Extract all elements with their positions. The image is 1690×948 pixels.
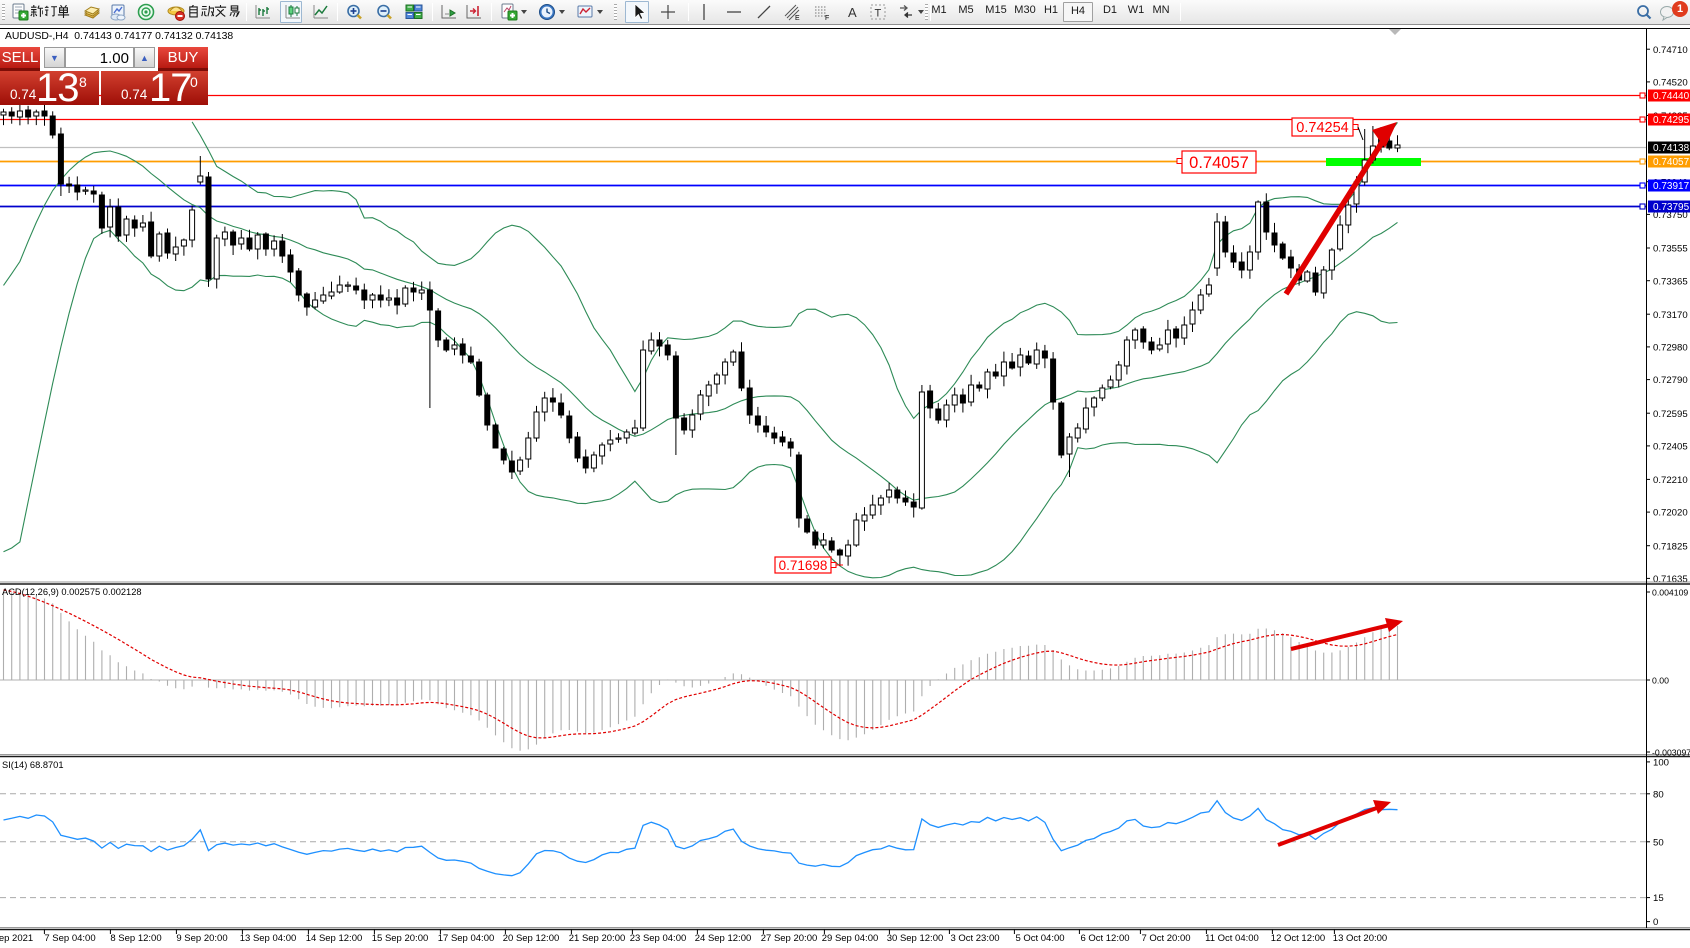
svg-text:50: 50: [1653, 837, 1664, 848]
svg-text:ep 2021: ep 2021: [0, 933, 33, 944]
svg-text:0.73555: 0.73555: [1653, 244, 1688, 255]
svg-text:80: 80: [1653, 789, 1664, 800]
svg-text:0.74057: 0.74057: [1189, 154, 1249, 172]
svg-text:0.71635: 0.71635: [1653, 574, 1688, 585]
svg-text:0.74254: 0.74254: [1296, 120, 1348, 136]
svg-text:0.72790: 0.72790: [1653, 375, 1688, 386]
svg-text:0.72980: 0.72980: [1653, 343, 1688, 354]
svg-text:23 Sep 04:00: 23 Sep 04:00: [630, 933, 687, 944]
svg-text:15 Sep 20:00: 15 Sep 20:00: [372, 933, 429, 944]
svg-text:13 Sep 04:00: 13 Sep 04:00: [240, 933, 297, 944]
svg-text:27 Sep 20:00: 27 Sep 20:00: [761, 933, 818, 944]
svg-text:5 Oct 04:00: 5 Oct 04:00: [1015, 933, 1064, 944]
svg-text:100: 100: [1653, 758, 1669, 769]
svg-text:0.74440: 0.74440: [1653, 91, 1690, 102]
svg-text:0.73917: 0.73917: [1653, 181, 1690, 192]
svg-text:7 Oct 20:00: 7 Oct 20:00: [1141, 933, 1190, 944]
svg-text:12 Oct 12:00: 12 Oct 12:00: [1271, 933, 1325, 944]
svg-text:14 Sep 12:00: 14 Sep 12:00: [306, 933, 363, 944]
svg-text:0.73365: 0.73365: [1653, 276, 1688, 287]
svg-text:6 Oct 12:00: 6 Oct 12:00: [1080, 933, 1129, 944]
svg-text:-0.003097: -0.003097: [1652, 747, 1690, 757]
svg-text:0.73750: 0.73750: [1653, 210, 1688, 221]
svg-text:0.72595: 0.72595: [1653, 409, 1688, 420]
svg-text:24 Sep 12:00: 24 Sep 12:00: [695, 933, 752, 944]
svg-text:ACD(12,26,9) 0.002575 0.002128: ACD(12,26,9) 0.002575 0.002128: [2, 587, 142, 597]
svg-text:T: T: [875, 8, 882, 20]
svg-text:0.72210: 0.72210: [1653, 475, 1688, 486]
svg-text:0: 0: [1653, 917, 1658, 928]
svg-text:0.004109: 0.004109: [1652, 587, 1688, 597]
svg-text:0.74710: 0.74710: [1653, 45, 1688, 56]
svg-text:0.74520: 0.74520: [1653, 78, 1688, 89]
svg-text:9 Sep 20:00: 9 Sep 20:00: [176, 933, 227, 944]
svg-text:13 Oct 20:00: 13 Oct 20:00: [1333, 933, 1387, 944]
svg-text:0.74138: 0.74138: [1653, 143, 1690, 154]
svg-text:15: 15: [1653, 893, 1664, 904]
svg-text:7 Sep 04:00: 7 Sep 04:00: [44, 933, 95, 944]
svg-text:20 Sep 12:00: 20 Sep 12:00: [503, 933, 560, 944]
svg-text:11 Oct 04:00: 11 Oct 04:00: [1205, 933, 1259, 944]
svg-text:F: F: [825, 15, 829, 22]
svg-text:0.71698: 0.71698: [779, 558, 828, 573]
svg-text:8 Sep 12:00: 8 Sep 12:00: [110, 933, 161, 944]
svg-text:0.74057: 0.74057: [1653, 157, 1690, 168]
svg-text:21 Sep 20:00: 21 Sep 20:00: [569, 933, 626, 944]
svg-text:E: E: [795, 15, 800, 22]
svg-text:0.72405: 0.72405: [1653, 442, 1688, 453]
svg-text:29 Sep 04:00: 29 Sep 04:00: [822, 933, 879, 944]
svg-text:0.73170: 0.73170: [1653, 310, 1688, 321]
svg-text:0.00: 0.00: [1652, 675, 1669, 685]
svg-text:0.71825: 0.71825: [1653, 541, 1688, 552]
svg-text:A: A: [848, 5, 857, 20]
svg-text:17 Sep 04:00: 17 Sep 04:00: [438, 933, 495, 944]
svg-text:0.72020: 0.72020: [1653, 508, 1688, 519]
svg-text:0.74295: 0.74295: [1653, 115, 1690, 126]
svg-text:0.73795: 0.73795: [1653, 202, 1690, 213]
svg-text:30 Sep 12:00: 30 Sep 12:00: [887, 933, 944, 944]
svg-text:SI(14) 68.8701: SI(14) 68.8701: [2, 760, 64, 770]
svg-text:3 Oct 23:00: 3 Oct 23:00: [950, 933, 999, 944]
